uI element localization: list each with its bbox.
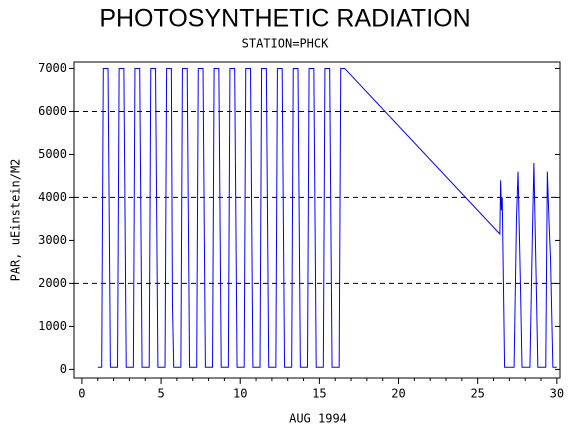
y-tick-label: 6000 xyxy=(38,104,67,118)
x-tick-label: 15 xyxy=(312,387,326,401)
chart-subtitle: STATION=PHCK xyxy=(242,37,329,51)
y-axis-label: PAR, uEinstein/M2 xyxy=(9,159,23,282)
x-tick-label: 10 xyxy=(233,387,247,401)
data-line xyxy=(97,67,557,368)
y-tick-label: 5000 xyxy=(38,147,67,161)
x-tick-label: 25 xyxy=(470,387,484,401)
y-tick-label: 2000 xyxy=(38,276,67,290)
plot-frame xyxy=(73,61,561,379)
chart-title: PHOTOSYNTHETIC RADIATION xyxy=(99,5,470,33)
y-tick-label: 7000 xyxy=(38,61,67,75)
x-tick-label: 0 xyxy=(78,387,85,401)
y-tick-label: 0 xyxy=(60,362,67,376)
x-axis-label: AUG 1994 xyxy=(289,412,347,426)
x-tick-label: 5 xyxy=(157,387,164,401)
x-tick-label: 20 xyxy=(391,387,405,401)
y-tick-label: 3000 xyxy=(38,233,67,247)
y-tick-label: 4000 xyxy=(38,190,67,204)
y-tick-label: 1000 xyxy=(38,319,67,333)
x-tick-label: 30 xyxy=(550,387,564,401)
